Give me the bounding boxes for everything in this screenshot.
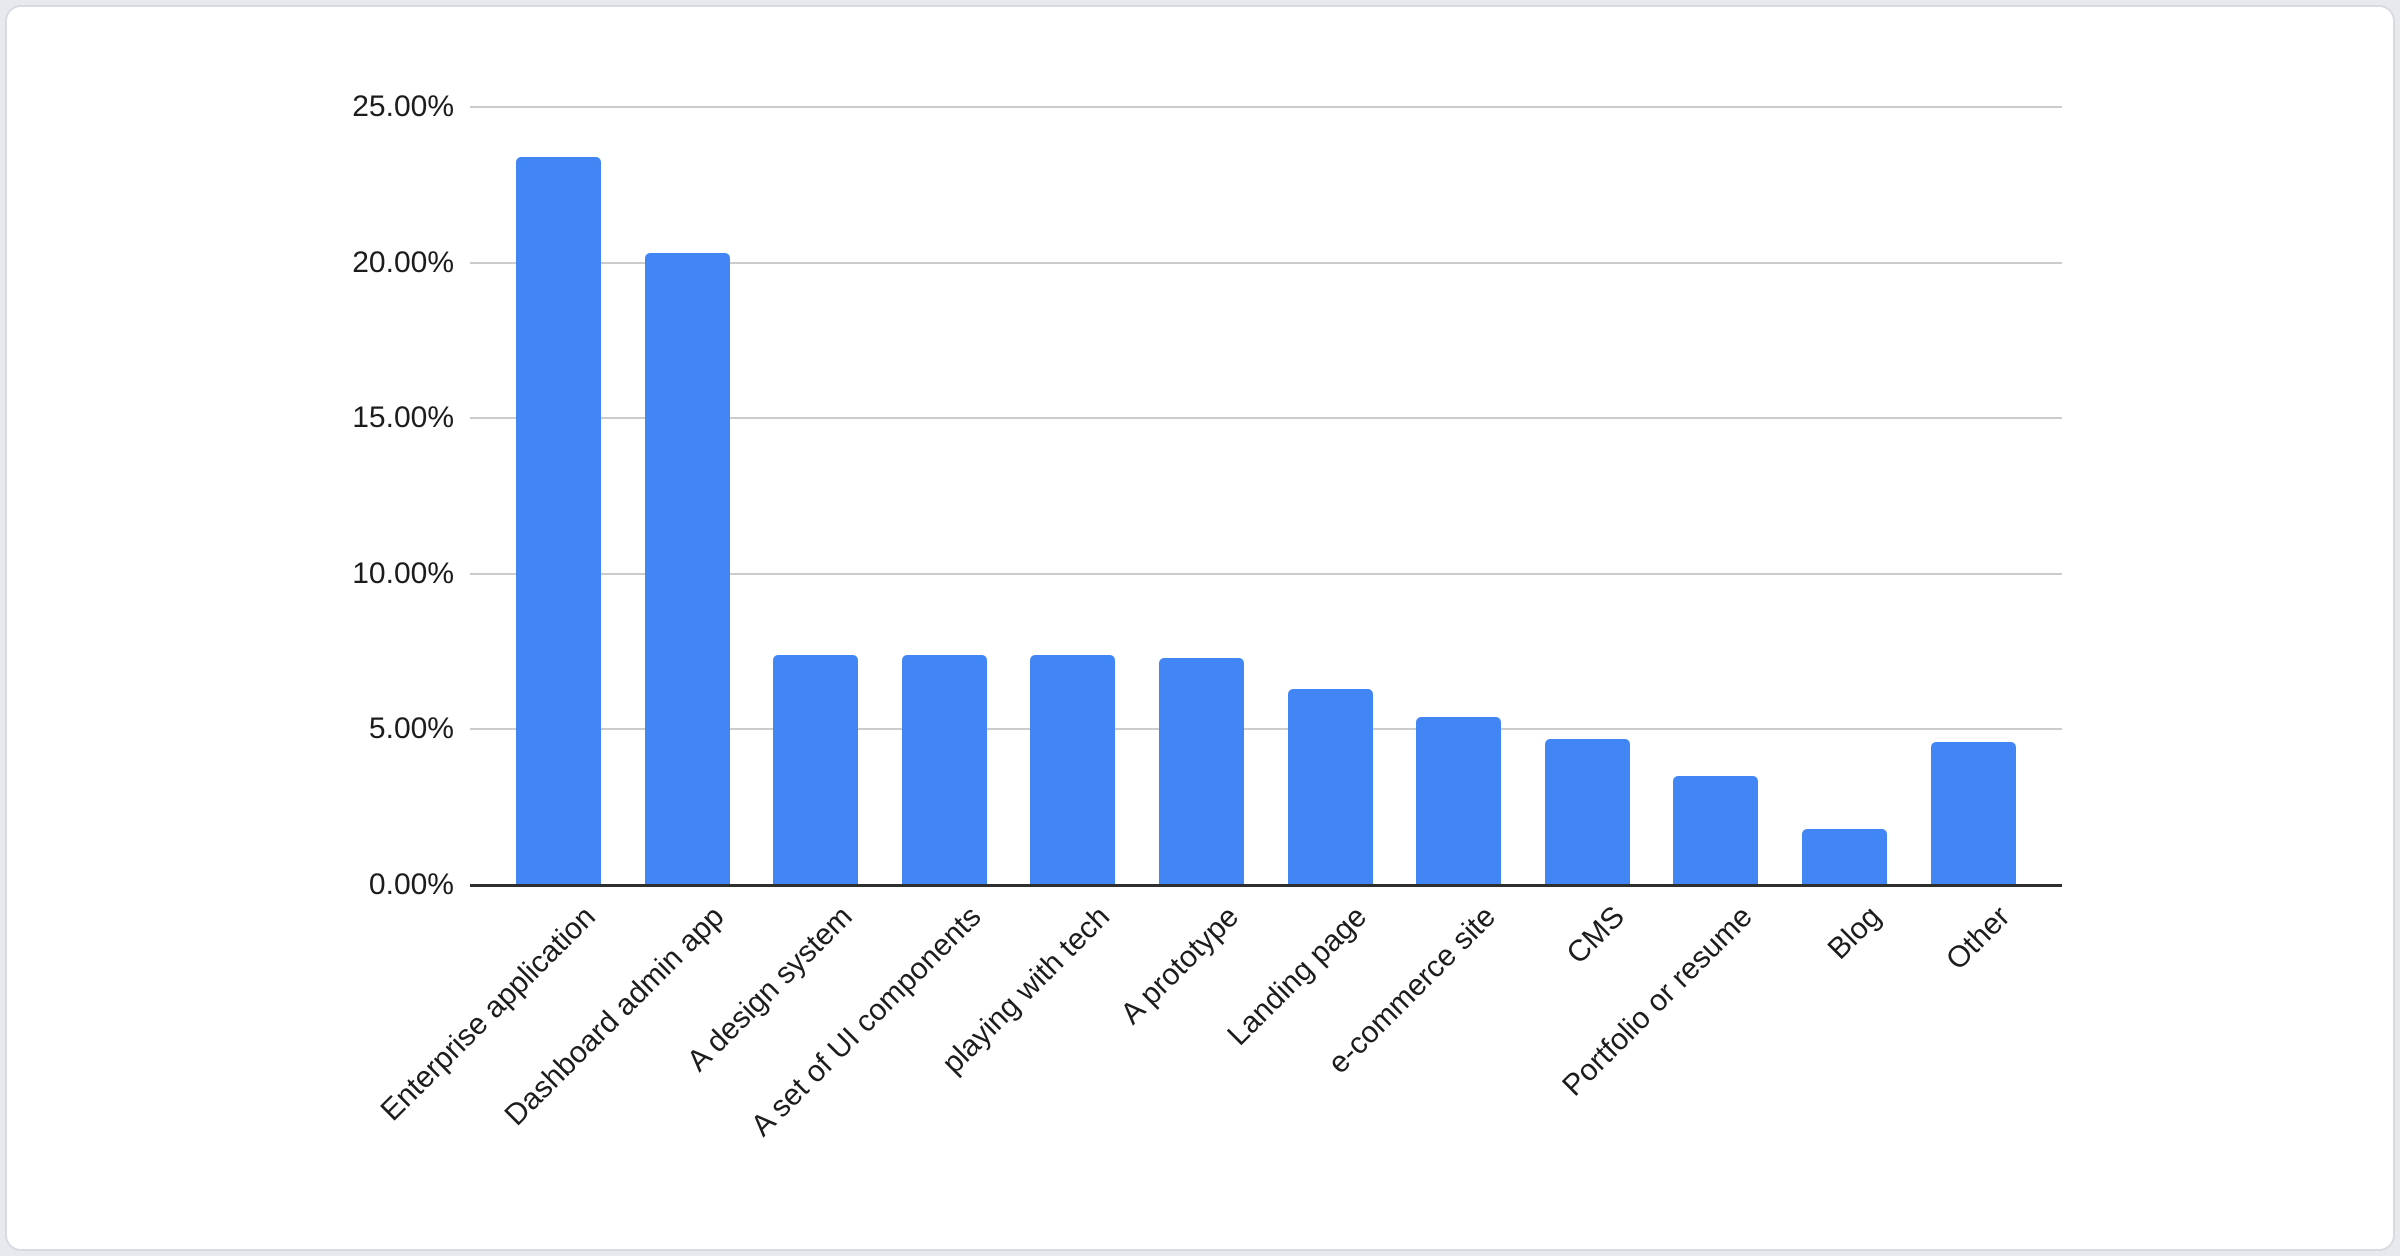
x-category-label-dashboard-admin-app: Dashboard admin app bbox=[498, 900, 731, 1133]
bar-cms[interactable] bbox=[1544, 738, 1630, 885]
x-category-label-blog: Blog bbox=[1822, 900, 1888, 966]
bar-portfolio-or-resume[interactable] bbox=[1673, 776, 1759, 885]
gridline-25.00% bbox=[470, 106, 2062, 108]
x-category-label-a-set-of-ui-components: A set of UI components bbox=[744, 900, 988, 1143]
bar-e-commerce-site[interactable] bbox=[1416, 716, 1502, 885]
bar-other[interactable] bbox=[1930, 741, 2016, 885]
y-tick-label-10.00%: 10.00% bbox=[352, 556, 454, 590]
y-tick-label-20.00%: 20.00% bbox=[352, 245, 454, 279]
chart-card: 0.00% 5.00% 10.00% 15.00% 20.00% 25.00% Enter… bbox=[5, 5, 2395, 1251]
bar-a-prototype[interactable] bbox=[1159, 657, 1244, 885]
y-tick-label-15.00%: 15.00% bbox=[352, 401, 454, 435]
bar-playing-with-tech[interactable] bbox=[1030, 654, 1116, 885]
x-category-label-a-prototype: A prototype bbox=[1114, 900, 1245, 1031]
gridline-5.00% bbox=[470, 728, 2062, 731]
x-category-label-enterprise-application: Enterprise application bbox=[374, 900, 602, 1128]
gridline-15.00% bbox=[470, 417, 2062, 420]
x-axis-line bbox=[470, 883, 2062, 887]
bar-dashboard-admin-app[interactable] bbox=[644, 253, 730, 885]
y-tick-label-25.00%: 25.00% bbox=[352, 90, 454, 123]
plot-area bbox=[470, 106, 2062, 887]
bar-blog[interactable] bbox=[1802, 828, 1887, 885]
x-category-label-other: Other bbox=[1940, 900, 2017, 977]
x-category-label-cms: CMS bbox=[1560, 900, 1631, 971]
gridline-10.00% bbox=[470, 572, 2062, 575]
bar-a-design-system[interactable] bbox=[773, 654, 859, 885]
bar-a-set-of-ui-components[interactable] bbox=[901, 654, 987, 885]
bar-landing-page[interactable] bbox=[1287, 688, 1373, 885]
bar-enterprise-application[interactable] bbox=[516, 156, 601, 885]
y-tick-label-5.00%: 5.00% bbox=[368, 712, 454, 746]
gridline-20.00% bbox=[470, 261, 2062, 264]
y-tick-label-0.00%: 0.00% bbox=[368, 868, 454, 901]
chart-stage: 0.00% 5.00% 10.00% 15.00% 20.00% 25.00% Enter… bbox=[7, 7, 2393, 1249]
